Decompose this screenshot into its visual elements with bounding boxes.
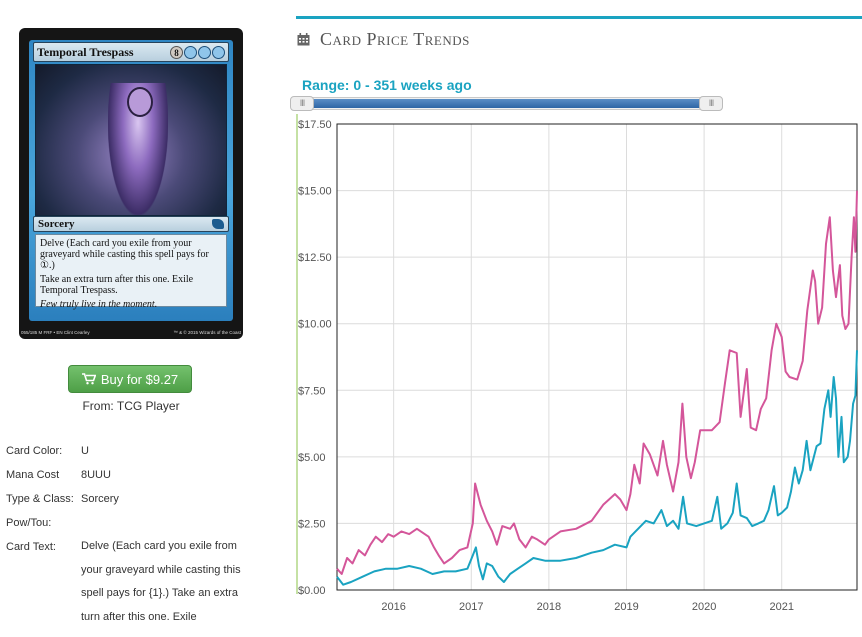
property-value: 8UUU <box>81 469 111 481</box>
property-label: Pow/Tou: <box>6 517 52 529</box>
artwork-figure-head <box>127 87 153 117</box>
price-series-line-2 <box>336 350 858 586</box>
property-row: Card Text: Delve (Each card you exile fr… <box>6 539 253 629</box>
series-layer <box>336 190 858 586</box>
y-tick-label: $10.00 <box>298 319 332 331</box>
buy-button-label: Buy for $9.27 <box>100 371 179 387</box>
property-label: Mana Cost <box>6 469 60 481</box>
card-name: Temporal Trespass <box>37 44 134 59</box>
card-rules-text: Take an extra turn after this one. Exile… <box>40 274 194 296</box>
buy-button[interactable]: Buy for $9.27 <box>68 365 192 393</box>
property-value <box>81 515 253 531</box>
mana-symbol-blue <box>212 45 225 59</box>
card-text-box: Delve (Each card you exile from your gra… <box>35 234 227 310</box>
price-series-line-1 <box>336 190 858 575</box>
y-grid <box>337 123 857 591</box>
y-tick-label: $0.00 <box>298 585 326 597</box>
y-tick-label: $15.00 <box>298 186 332 198</box>
card-copyright: ™ & © 2015 Wizards of the Coast <box>173 330 241 335</box>
set-symbol-icon <box>212 219 224 229</box>
card-type-line: Sorcery <box>38 218 75 230</box>
x-tick-label: 2016 <box>381 601 405 613</box>
property-row: Type & Class: Sorcery <box>6 491 253 507</box>
property-value: U <box>81 445 89 457</box>
property-label: Card Text: <box>6 541 56 553</box>
x-tick-label: 2021 <box>769 601 793 613</box>
card-collector-info: 055/185 M FRF • EN Clint Cearley <box>21 330 90 335</box>
calendar-icon <box>297 33 310 46</box>
x-tick-labels: 2016 2017 2018 2019 2020 2021 <box>381 601 794 613</box>
mana-symbol-generic: 8 <box>170 45 183 59</box>
y-tick-label: $7.50 <box>298 385 326 397</box>
property-value: Delve (Each card you exile from your gra… <box>81 540 241 623</box>
range-slider-fill <box>304 99 712 108</box>
y-tick-label: $17.50 <box>298 119 332 131</box>
trends-title: Card Price Trends <box>320 29 470 49</box>
property-row: Pow/Tou: <box>6 515 253 531</box>
property-label: Type & Class: <box>6 493 74 505</box>
card-frame: Temporal Trespass 8 Sorcery Delve (Each … <box>29 40 233 321</box>
x-tick-label: 2018 <box>537 601 561 613</box>
section-divider <box>296 16 862 19</box>
card-properties: Card Color: U Mana Cost 8UUU Type & Clas… <box>6 443 253 637</box>
range-slider-start-handle[interactable]: III <box>290 96 314 111</box>
card-title-bar: Temporal Trespass 8 <box>33 42 229 62</box>
range-slider[interactable]: III III <box>290 96 723 111</box>
shopping-cart-icon <box>81 373 96 385</box>
x-tick-label: 2019 <box>614 601 638 613</box>
x-tick-label: 2020 <box>692 601 716 613</box>
trends-header: Card Price Trends <box>297 29 470 50</box>
mana-symbol-blue <box>184 45 197 59</box>
mana-cost-symbols: 8 <box>170 45 225 59</box>
property-row: Card Color: U <box>6 443 253 459</box>
plot-area-frame <box>336 123 858 591</box>
y-tick-label: $5.00 <box>298 452 326 464</box>
price-source: From: TCG Player <box>82 399 180 413</box>
property-label: Card Color: <box>6 445 63 457</box>
range-slider-end-handle[interactable]: III <box>699 96 723 111</box>
property-value: Sorcery <box>81 493 119 505</box>
x-grid <box>393 124 783 590</box>
range-label: Range: 0 - 351 weeks ago <box>302 77 472 93</box>
property-row: Mana Cost 8UUU <box>6 467 253 483</box>
card-artwork <box>35 64 227 216</box>
y-tick-label: $2.50 <box>298 518 326 530</box>
card-footer: 055/185 M FRF • EN Clint Cearley ™ & © 2… <box>21 326 241 339</box>
mana-symbol-blue <box>198 45 211 59</box>
price-chart: $0.00 $2.50 $5.00 $7.50 $10.00 $12.50 $15.00 $1… <box>296 114 858 613</box>
y-tick-label: $12.50 <box>298 252 332 264</box>
card-flavor-text: Few truly live in the moment. <box>40 299 158 310</box>
y-tick-labels: $0.00 $2.50 $5.00 $7.50 $10.00 $12.50 $15.00 $1… <box>298 119 332 597</box>
x-tick-label: 2017 <box>459 601 483 613</box>
card-type-bar: Sorcery <box>33 216 229 232</box>
card-rules-text: Delve (Each card you exile from your gra… <box>40 238 209 271</box>
card-image: Temporal Trespass 8 Sorcery Delve (Each … <box>19 28 243 339</box>
